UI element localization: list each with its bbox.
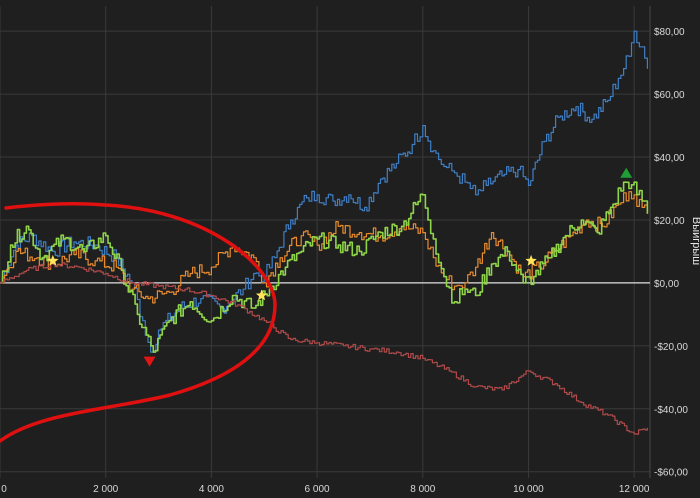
star-marker xyxy=(525,254,537,266)
x-tick-label: 0 xyxy=(1,484,7,495)
y-tick-label: -$40,00 xyxy=(654,405,688,416)
y-tick-label: -$20,00 xyxy=(654,342,688,353)
grid xyxy=(0,6,651,478)
x-tick-label: 10 000 xyxy=(513,484,544,495)
markers xyxy=(47,167,633,367)
series-lines xyxy=(0,30,649,435)
series-line-4 xyxy=(0,262,648,435)
x-tick-label: 2 000 xyxy=(93,484,118,495)
x-tick-label: 8 000 xyxy=(410,484,435,495)
annotations xyxy=(0,202,277,443)
x-axis-ticks: 0 2 000 4 000 6 000 8 000 10 000 12 000 xyxy=(1,484,650,495)
x-tick-label: 4 000 xyxy=(199,484,224,495)
y-tick-label: $60,00 xyxy=(654,90,685,101)
series-line-1 xyxy=(0,30,648,353)
y-axis-ticks: $80,00 $60,00 $40,00 $20,00 $0,00 -$20,00 -$40… xyxy=(654,27,688,479)
annotation-curve xyxy=(0,202,277,443)
y-tick-label: $40,00 xyxy=(654,153,685,164)
star-marker xyxy=(255,289,268,301)
x-tick-label: 6 000 xyxy=(305,484,330,495)
x-tick-label: 12 000 xyxy=(619,484,650,495)
star-marker xyxy=(47,254,59,266)
y-tick-label: -$60,00 xyxy=(654,468,688,479)
series-line-3 xyxy=(0,181,649,353)
min-marker xyxy=(143,356,156,367)
y-axis-title: Выигрыш xyxy=(690,217,700,265)
max-marker xyxy=(620,167,633,178)
y-tick-label: $80,00 xyxy=(654,27,685,38)
y-tick-label: $20,00 xyxy=(654,216,685,227)
y-tick-label: $0,00 xyxy=(654,279,679,290)
